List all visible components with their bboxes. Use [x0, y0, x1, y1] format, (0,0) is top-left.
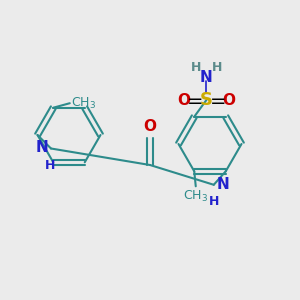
Text: O: O: [222, 93, 235, 108]
Text: N: N: [36, 140, 49, 155]
Text: CH$_3$: CH$_3$: [71, 96, 96, 111]
Text: H: H: [212, 61, 222, 74]
Text: CH$_3$: CH$_3$: [183, 189, 208, 204]
Text: S: S: [200, 91, 213, 109]
Text: H: H: [190, 61, 201, 74]
Text: =: =: [209, 92, 226, 111]
Text: O: O: [143, 119, 157, 134]
Text: H: H: [209, 195, 220, 208]
Text: H: H: [45, 159, 56, 172]
Text: N: N: [200, 70, 213, 85]
Text: =: =: [187, 92, 203, 111]
Text: O: O: [177, 93, 190, 108]
Text: N: N: [216, 177, 229, 192]
